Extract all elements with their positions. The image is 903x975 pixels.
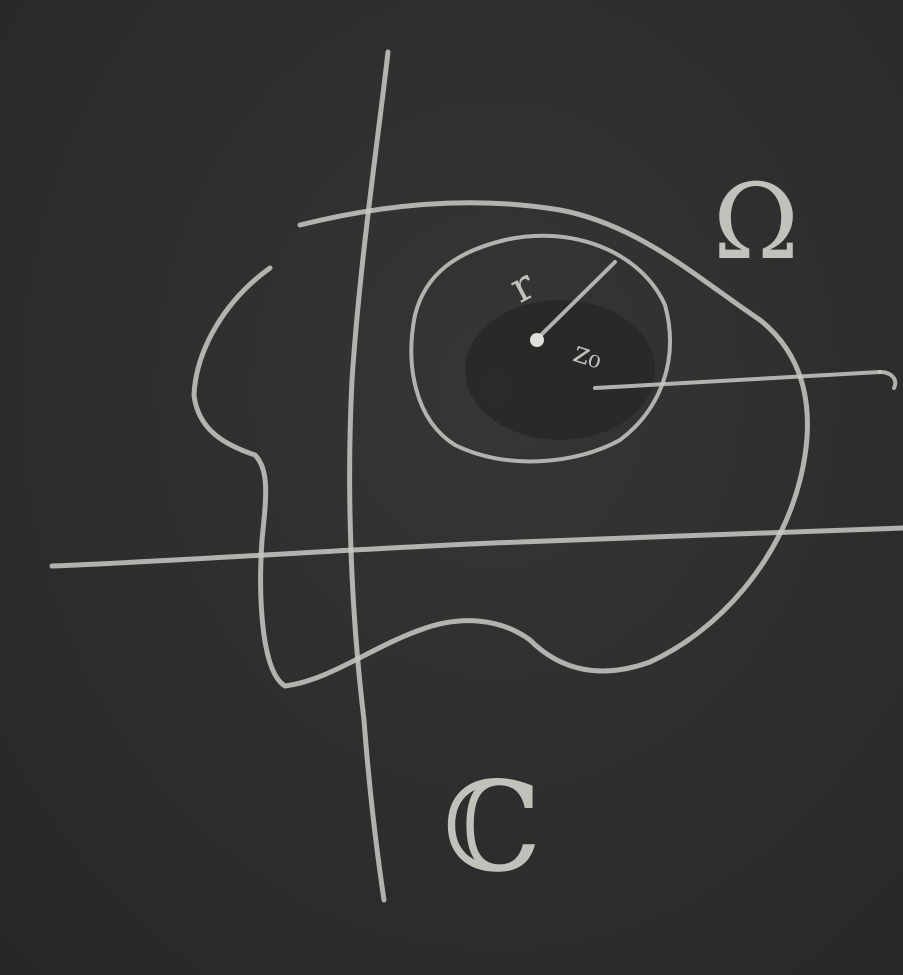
omega-label: Ω: [713, 161, 799, 283]
radius-segment: [536, 260, 617, 340]
chalk-smudge: [465, 300, 655, 440]
pointer-hook: [878, 370, 898, 390]
center-point: [530, 333, 544, 347]
imaginary-axis: [347, 49, 391, 903]
disk-boundary: [409, 233, 672, 464]
pointer-line: [593, 370, 882, 390]
complex-plane-label: ℂ: [443, 756, 542, 900]
radius-label: r: [502, 259, 544, 312]
domain-omega-boundary: [191, 200, 810, 689]
